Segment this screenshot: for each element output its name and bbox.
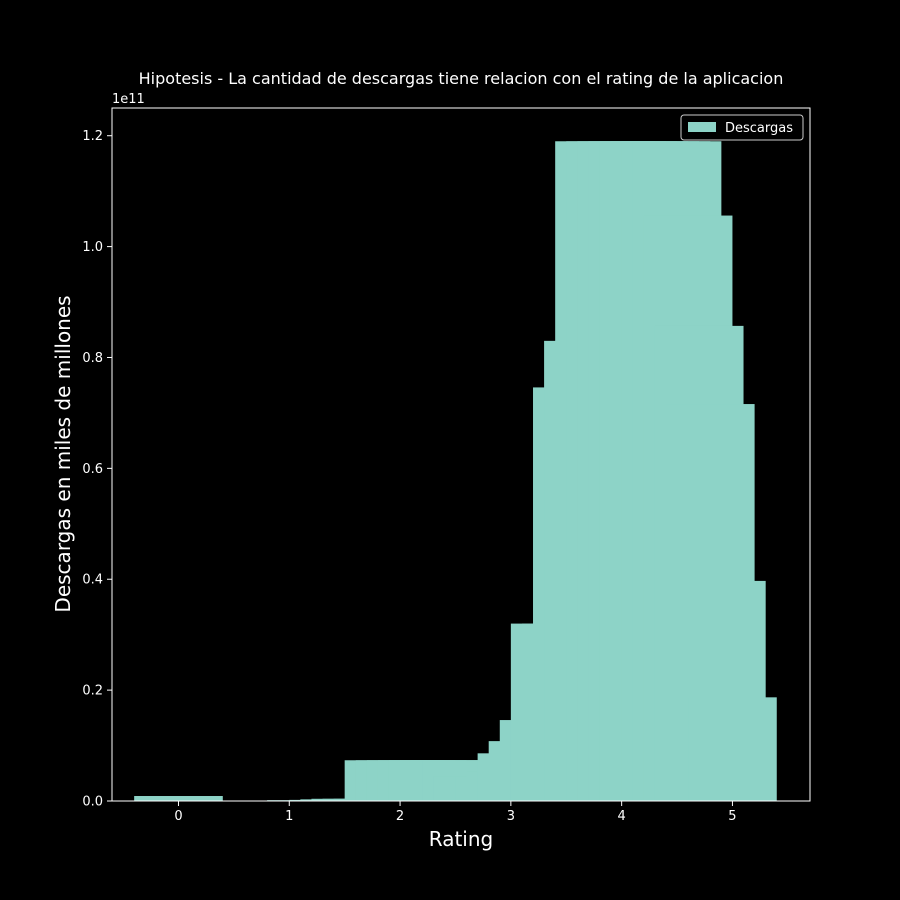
- x-axis-ticks: 0 1 2 3 4 5: [174, 801, 737, 824]
- x-axis-label: Rating: [429, 827, 493, 851]
- plot-frame: [111, 107, 811, 802]
- y-tick-label: 0.2: [82, 684, 103, 699]
- x-tick-label: 2: [396, 809, 404, 824]
- y-tick-label: 0.0: [82, 795, 103, 810]
- bars-group: [134, 141, 777, 802]
- bar: [134, 796, 223, 801]
- x-tick-label: 4: [618, 809, 626, 824]
- y-tick-label: 1.2: [82, 129, 103, 144]
- y-axis-label: Descargas en miles de millones: [51, 295, 75, 612]
- x-tick-label: 5: [728, 809, 736, 824]
- chart-title: Hipotesis - La cantidad de descargas tie…: [139, 69, 784, 88]
- x-tick-label: 0: [174, 809, 182, 824]
- y-tick-label: 0.6: [82, 462, 103, 477]
- y-axis-ticks: 0.0 0.2 0.4 0.6 0.8 1.0 1.2: [82, 129, 112, 810]
- y-tick-label: 0.4: [82, 573, 103, 588]
- legend-box: [680, 114, 804, 141]
- bar: [688, 697, 777, 801]
- y-offset-label: 1e11: [112, 92, 145, 107]
- x-tick-label: 3: [507, 809, 515, 824]
- x-tick-label: 1: [285, 809, 293, 824]
- legend-label: Descargas: [725, 121, 793, 136]
- legend-swatch: [688, 122, 716, 132]
- legend: Descargas: [680, 114, 804, 141]
- y-tick-label: 1.0: [82, 240, 103, 255]
- y-tick-label: 0.8: [82, 351, 103, 366]
